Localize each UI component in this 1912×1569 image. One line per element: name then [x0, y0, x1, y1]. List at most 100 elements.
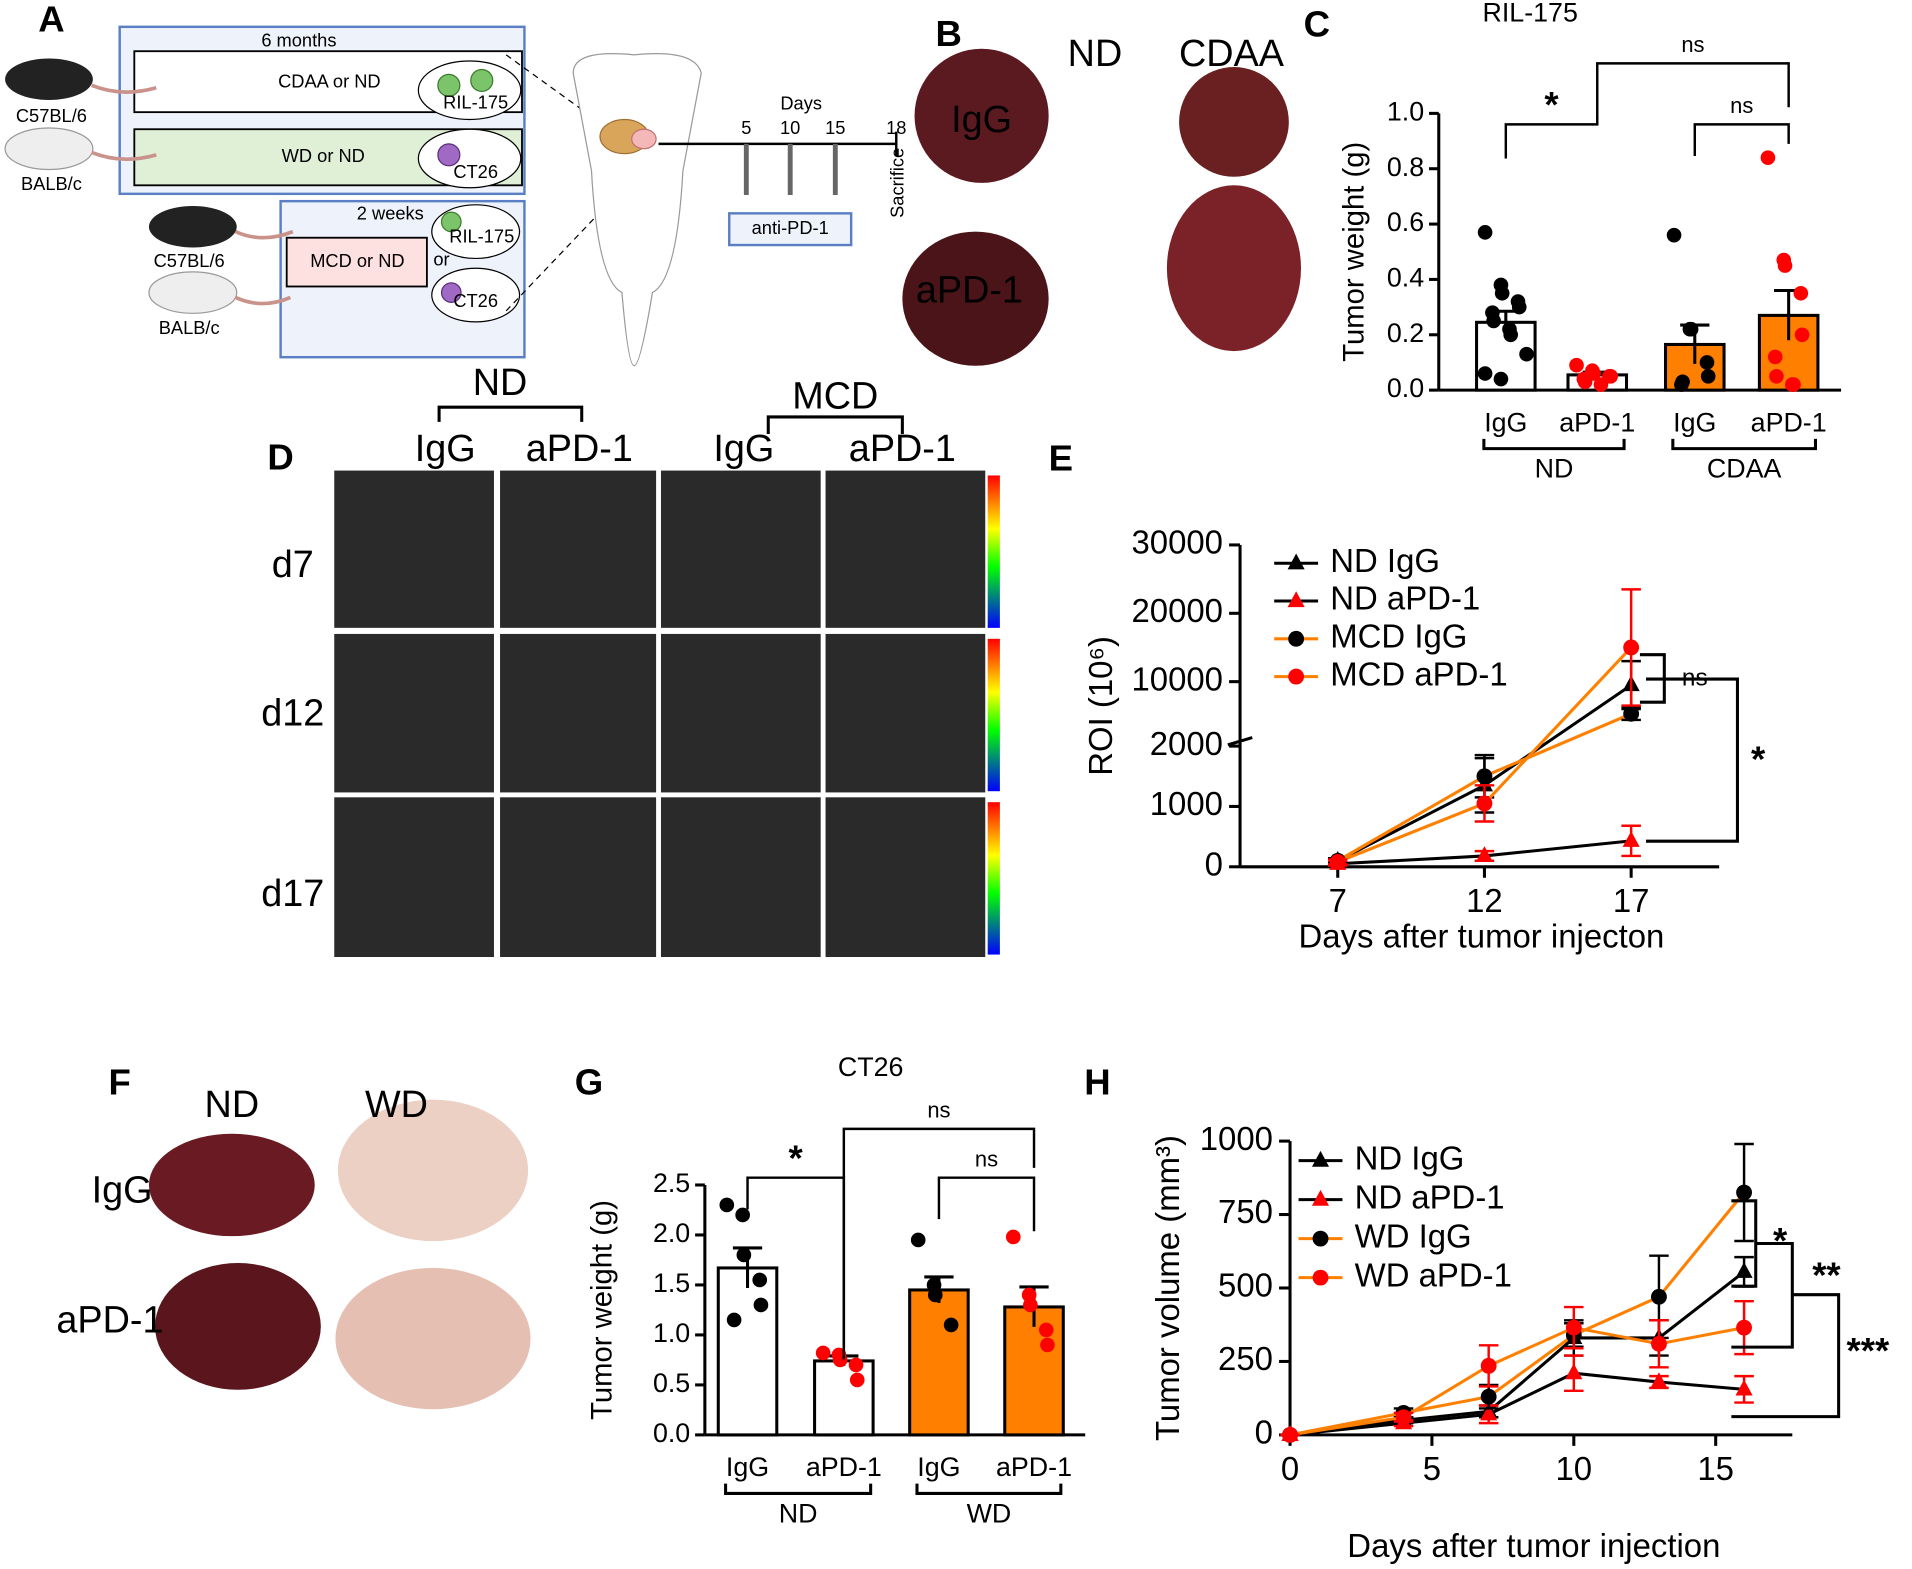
marker	[1476, 795, 1493, 812]
data-point	[1486, 313, 1501, 329]
liver-photo	[148, 1133, 315, 1237]
data-point	[1683, 321, 1699, 337]
colorbar	[987, 638, 1000, 792]
panel-letter: G	[575, 1062, 603, 1103]
x-tick-label: 5	[1423, 1450, 1441, 1487]
diagram-label: WD or ND	[282, 145, 365, 166]
data-point	[1477, 225, 1493, 240]
data-point	[1700, 368, 1716, 384]
y-axis-label: Tumor volume (mm³)	[1149, 1135, 1186, 1441]
x-tick-label: 10	[1556, 1450, 1593, 1487]
data-point	[943, 1317, 959, 1333]
imaging-panel	[825, 633, 986, 793]
diagram-label: Sacrifice	[887, 148, 908, 218]
y-tick-label: 0.2	[1387, 318, 1424, 348]
panel-letter: A	[38, 0, 64, 40]
y-tick-label: 1000	[1150, 785, 1223, 822]
x-axis-label: Days after tumor injecton	[1299, 917, 1665, 954]
significance-label: ns	[1681, 32, 1704, 57]
diagram-label: 18	[886, 117, 906, 138]
y-axis-label: Tumor weight (g)	[586, 1200, 618, 1420]
label: d17	[261, 873, 324, 915]
data-point	[1675, 374, 1690, 390]
data-point	[910, 1232, 926, 1248]
significance-bracket	[1596, 62, 1790, 120]
y-tick-label: 500	[1218, 1267, 1273, 1304]
marker	[1565, 1363, 1583, 1380]
imaging-panel	[334, 797, 494, 958]
y-tick-label: 0	[1255, 1414, 1273, 1451]
bar	[1003, 1305, 1065, 1437]
label: IgG	[92, 1169, 153, 1211]
marker	[1651, 1288, 1667, 1305]
marker	[1395, 1409, 1412, 1426]
data-point	[1603, 368, 1618, 384]
data-point	[1666, 227, 1682, 243]
chart-title: RIL-175	[1483, 0, 1578, 28]
data-point	[1023, 1297, 1038, 1313]
group-line	[1671, 438, 1817, 451]
group-bracket	[437, 405, 584, 422]
imaging-panel	[500, 797, 657, 958]
label: CDAA	[1179, 33, 1285, 75]
marker	[1651, 1335, 1667, 1352]
label: aPD-1	[56, 1300, 163, 1342]
marker	[1480, 1388, 1497, 1405]
bar	[813, 1359, 875, 1437]
diet-bar	[285, 236, 428, 288]
significance-bracket	[1731, 1293, 1841, 1419]
significance-label: ***	[1847, 1330, 1890, 1371]
significance-bracket	[1504, 115, 1599, 159]
diagram-label: CDAA or ND	[278, 71, 381, 92]
legend-label: WD IgG	[1355, 1217, 1472, 1254]
liver-photo	[337, 1099, 529, 1242]
data-point	[752, 1272, 768, 1288]
significance-label: *	[1751, 739, 1766, 780]
data-point	[1494, 285, 1510, 301]
imaging-panel	[825, 470, 986, 628]
x-tick-label: 12	[1466, 882, 1503, 919]
x-tick-label: 7	[1329, 882, 1347, 919]
group-line	[1482, 438, 1626, 451]
marker	[1480, 1357, 1497, 1374]
series-line	[1289, 1371, 1745, 1437]
data-point	[1569, 357, 1584, 373]
diagram-label: 5	[741, 117, 751, 138]
legend-marker	[1287, 591, 1305, 608]
marker	[1329, 854, 1346, 870]
legend-marker	[1312, 1269, 1329, 1286]
marker	[1475, 846, 1493, 863]
marker	[1565, 1319, 1582, 1336]
data-point	[726, 1312, 742, 1328]
significance-label: ns	[975, 1146, 998, 1171]
significance-bracket	[1646, 677, 1739, 843]
diagram-label: CT26	[453, 290, 498, 311]
panel-letter: E	[1049, 437, 1073, 478]
legend-marker	[1287, 553, 1305, 570]
legend-label: ND IgG	[1355, 1139, 1465, 1176]
significance-label: *	[1773, 1220, 1788, 1261]
data-point	[736, 1247, 752, 1263]
mouse	[5, 58, 93, 100]
legend-marker	[1311, 1150, 1330, 1167]
panel-letter: D	[267, 436, 293, 477]
tail	[90, 150, 157, 161]
d-group-brackets	[437, 405, 904, 435]
diagram-label: C57BL/6	[16, 105, 87, 126]
diagram-label: RIL-175	[443, 91, 508, 112]
data-point	[719, 1197, 735, 1213]
imaging-panel	[825, 797, 986, 958]
marker	[1622, 831, 1640, 847]
x-tick-label: IgG	[726, 1452, 769, 1482]
liver-photo	[155, 1263, 321, 1390]
legend-label: MCD IgG	[1330, 618, 1467, 655]
diagram-label: BALB/c	[21, 173, 82, 194]
tumor	[631, 128, 657, 150]
photos	[148, 48, 1302, 1410]
significance-label: *	[789, 1137, 804, 1178]
data-point	[927, 1287, 943, 1303]
cell	[440, 211, 462, 233]
series-line	[1289, 1191, 1746, 1437]
x-axis-label: Days after tumor injection	[1347, 1527, 1720, 1564]
cell	[437, 73, 461, 97]
